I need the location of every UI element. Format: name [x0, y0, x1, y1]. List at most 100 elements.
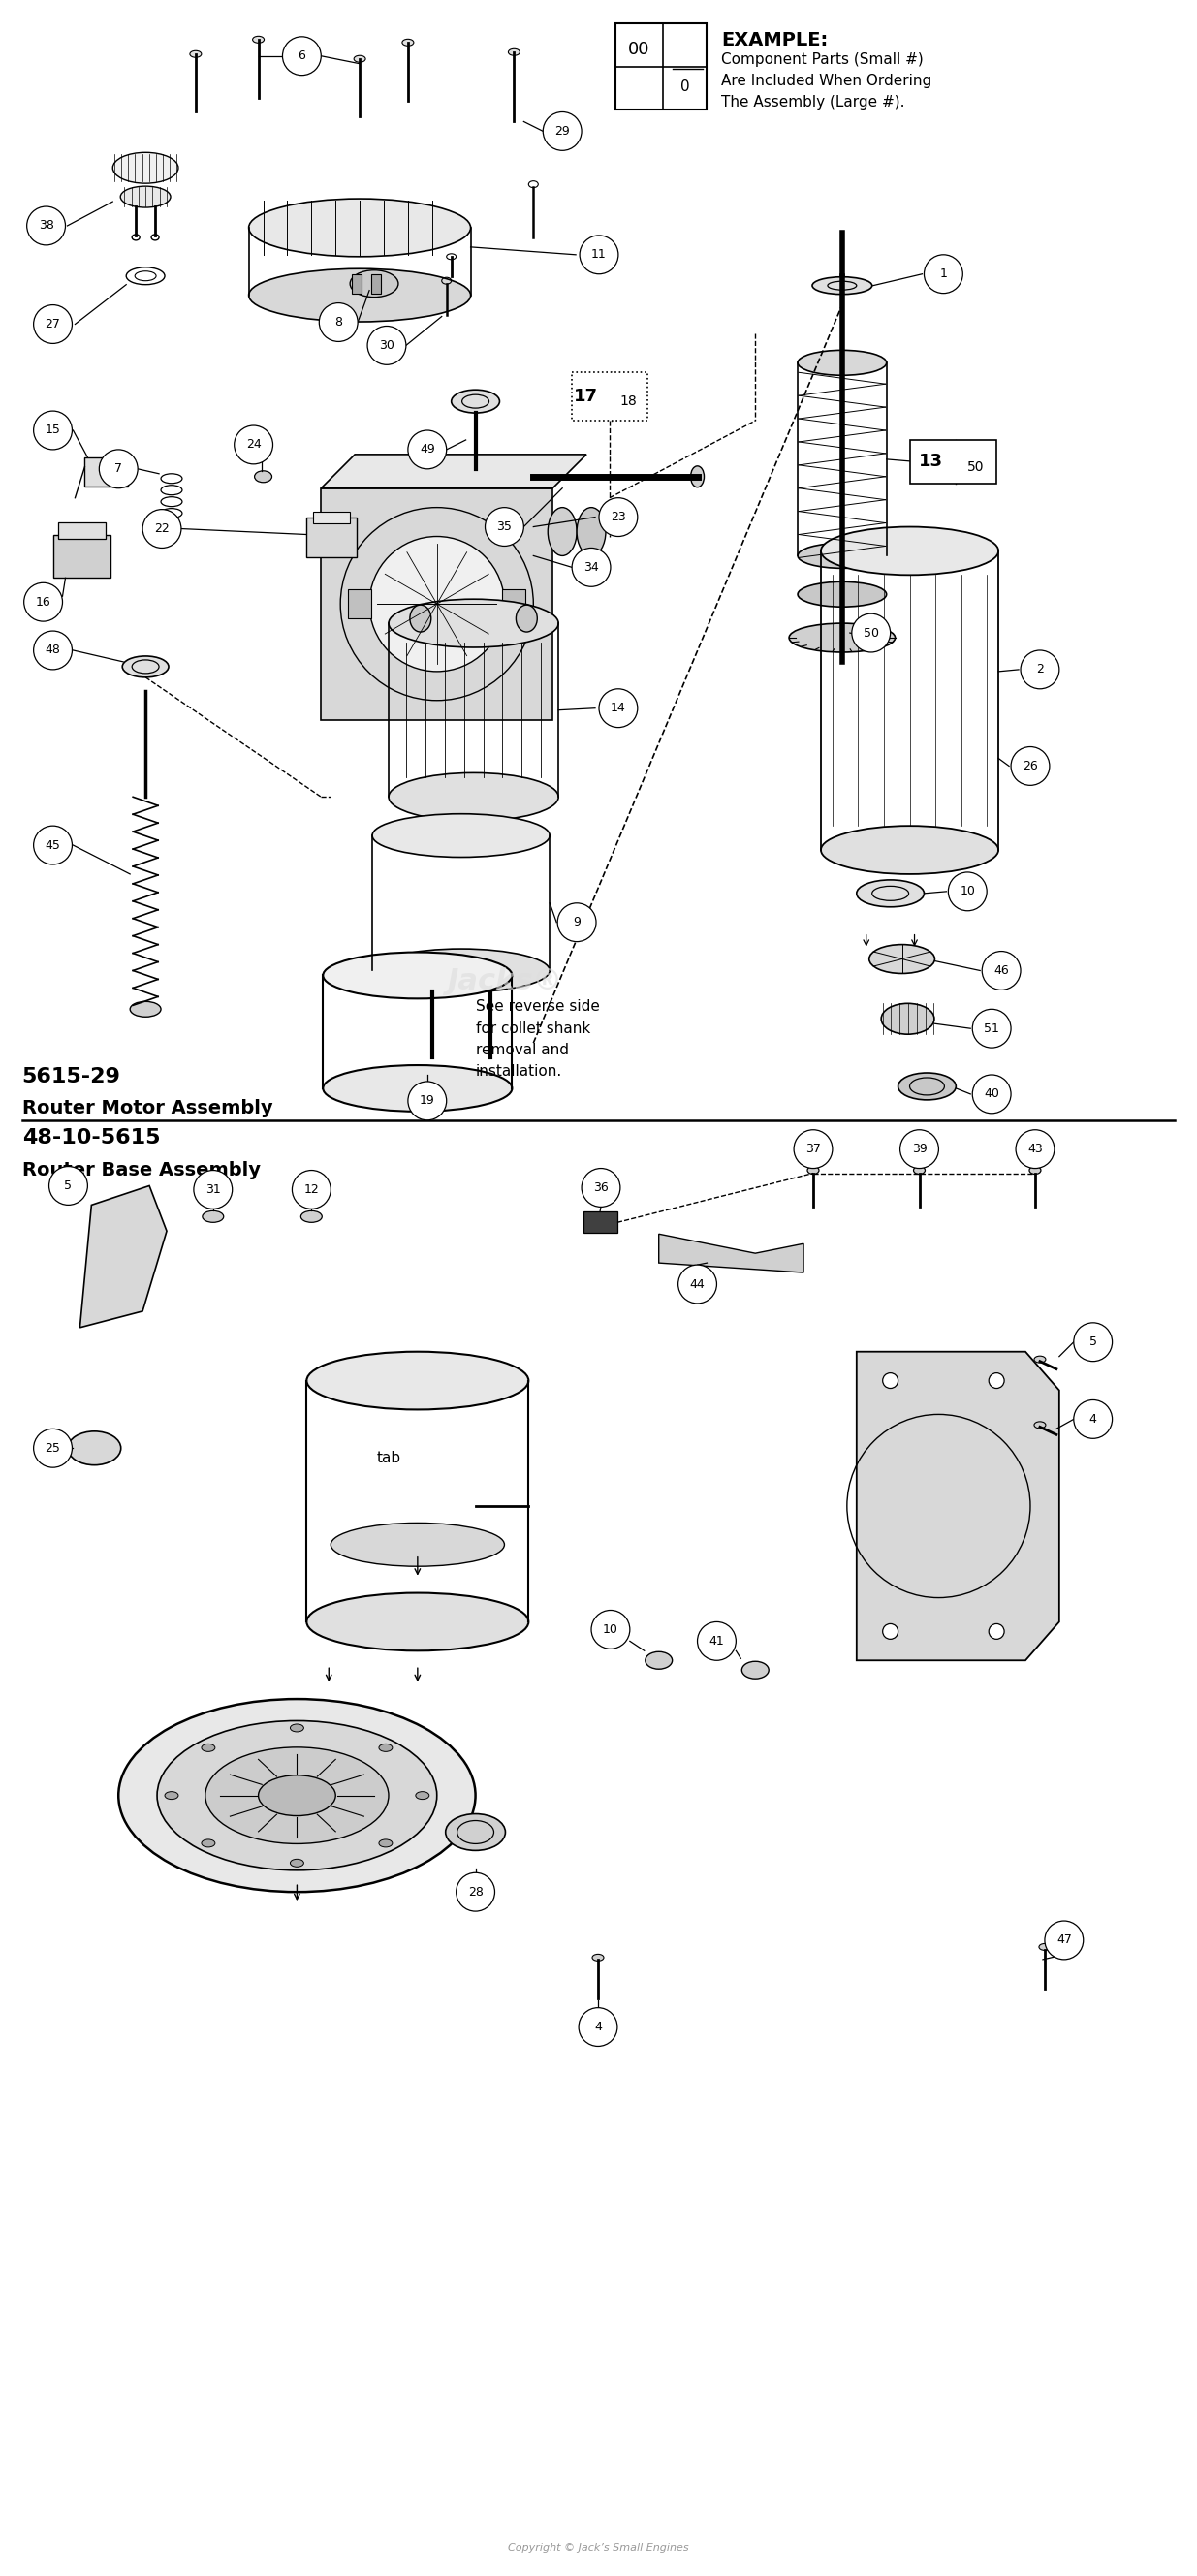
Text: 34: 34: [584, 562, 598, 574]
Text: 2: 2: [1037, 662, 1044, 675]
Ellipse shape: [190, 52, 201, 57]
Text: 4: 4: [1089, 1412, 1096, 1425]
Circle shape: [982, 951, 1021, 989]
Ellipse shape: [451, 389, 499, 412]
Bar: [910, 440, 997, 484]
Circle shape: [578, 2007, 618, 2045]
Text: 24: 24: [245, 438, 261, 451]
Text: 50: 50: [967, 461, 984, 474]
Ellipse shape: [857, 881, 924, 907]
Text: See reverse side
for collet shank
removal and
installation.: See reverse side for collet shank remova…: [475, 999, 600, 1079]
Circle shape: [591, 1610, 630, 1649]
Ellipse shape: [691, 466, 704, 487]
Ellipse shape: [202, 1211, 224, 1224]
Text: Jacks®: Jacks®: [446, 969, 563, 997]
Bar: [503, 590, 525, 618]
Ellipse shape: [113, 152, 178, 183]
Text: 38: 38: [38, 219, 54, 232]
Circle shape: [972, 1010, 1011, 1048]
Text: 19: 19: [420, 1095, 435, 1108]
Ellipse shape: [323, 953, 512, 999]
Bar: [371, 273, 381, 294]
Circle shape: [1045, 1922, 1083, 1960]
Circle shape: [320, 304, 358, 343]
Circle shape: [194, 1170, 232, 1208]
Text: 7: 7: [115, 464, 122, 474]
Circle shape: [456, 1873, 494, 1911]
Ellipse shape: [577, 507, 606, 556]
Circle shape: [408, 430, 446, 469]
Text: 36: 36: [594, 1182, 608, 1193]
Ellipse shape: [68, 1432, 121, 1466]
Text: Router Motor Assembly: Router Motor Assembly: [22, 1100, 273, 1118]
Ellipse shape: [290, 1860, 304, 1868]
Ellipse shape: [821, 526, 998, 574]
Text: Component Parts (Small #): Component Parts (Small #): [722, 52, 924, 67]
Circle shape: [292, 1170, 330, 1208]
Text: The Assembly (Large #).: The Assembly (Large #).: [722, 95, 905, 108]
Ellipse shape: [509, 49, 519, 57]
Text: 48: 48: [45, 644, 61, 657]
Ellipse shape: [409, 605, 431, 631]
Ellipse shape: [548, 507, 577, 556]
Bar: [348, 590, 371, 618]
Ellipse shape: [379, 1839, 393, 1847]
Text: 28: 28: [468, 1886, 484, 1899]
Text: 49: 49: [420, 443, 435, 456]
Text: 12: 12: [304, 1182, 320, 1195]
Text: 9: 9: [573, 917, 581, 927]
Text: tab: tab: [377, 1450, 401, 1466]
Ellipse shape: [882, 1373, 898, 1388]
Text: 40: 40: [984, 1087, 999, 1100]
Circle shape: [34, 412, 72, 451]
Text: 0: 0: [680, 80, 689, 93]
Text: 00: 00: [628, 41, 650, 57]
Ellipse shape: [527, 466, 540, 487]
Ellipse shape: [898, 1072, 956, 1100]
Ellipse shape: [253, 36, 265, 44]
Ellipse shape: [350, 270, 399, 296]
Text: 39: 39: [912, 1144, 926, 1157]
Bar: [57, 523, 105, 538]
Bar: [572, 374, 648, 420]
Circle shape: [34, 631, 72, 670]
Circle shape: [558, 904, 596, 943]
Text: 10: 10: [960, 886, 976, 899]
Text: 25: 25: [45, 1443, 61, 1455]
Ellipse shape: [989, 1373, 1004, 1388]
Ellipse shape: [797, 582, 887, 608]
Polygon shape: [80, 1185, 166, 1327]
Polygon shape: [658, 1234, 803, 1273]
Text: 13: 13: [919, 453, 943, 469]
Ellipse shape: [290, 1723, 304, 1731]
Bar: [352, 273, 361, 294]
Ellipse shape: [882, 1623, 898, 1638]
Circle shape: [1016, 1131, 1055, 1170]
Circle shape: [543, 111, 582, 149]
Ellipse shape: [259, 1775, 335, 1816]
Text: Copyright © Jack’s Small Engines: Copyright © Jack’s Small Engines: [508, 2543, 688, 2553]
Ellipse shape: [808, 1167, 819, 1175]
Circle shape: [900, 1131, 938, 1170]
Bar: [53, 533, 111, 577]
Circle shape: [1021, 649, 1059, 688]
Circle shape: [698, 1623, 736, 1662]
Ellipse shape: [201, 1744, 215, 1752]
Text: 50: 50: [863, 626, 879, 639]
Ellipse shape: [645, 1651, 673, 1669]
Ellipse shape: [300, 1211, 322, 1224]
Ellipse shape: [881, 1005, 935, 1033]
Ellipse shape: [165, 1793, 178, 1801]
Text: 27: 27: [45, 317, 61, 330]
Text: 8: 8: [335, 317, 342, 330]
Circle shape: [26, 206, 66, 245]
Ellipse shape: [354, 57, 365, 62]
Ellipse shape: [813, 276, 873, 294]
Text: 37: 37: [806, 1144, 821, 1157]
Ellipse shape: [389, 773, 559, 822]
Circle shape: [1074, 1399, 1112, 1437]
Ellipse shape: [119, 1700, 475, 1891]
Circle shape: [367, 327, 406, 366]
Bar: [615, 23, 707, 111]
Text: 41: 41: [709, 1636, 724, 1649]
